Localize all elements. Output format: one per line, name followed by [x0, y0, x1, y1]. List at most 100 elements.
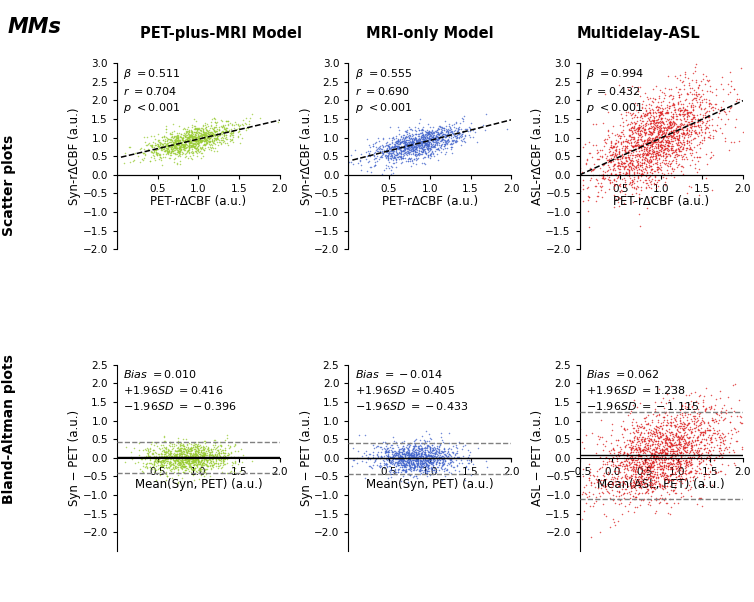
Point — [149, 138, 161, 148]
Point — [203, 131, 215, 140]
Point — [209, 435, 221, 445]
Point — [668, 486, 680, 495]
Point — [216, 462, 228, 472]
Point — [216, 127, 228, 137]
Point — [641, 140, 653, 150]
Point — [636, 123, 648, 133]
Point — [164, 438, 176, 448]
Point — [158, 453, 170, 463]
Point — [402, 140, 414, 149]
Point — [217, 134, 229, 143]
Point — [418, 456, 431, 465]
Point — [723, 447, 735, 457]
Point — [429, 143, 441, 152]
Point — [617, 432, 629, 442]
Point — [222, 449, 234, 459]
Point — [655, 117, 667, 127]
Point — [669, 422, 681, 432]
Point — [674, 465, 686, 475]
Point — [228, 453, 240, 462]
Point — [431, 134, 443, 143]
Point — [161, 455, 173, 464]
Point — [648, 435, 661, 445]
Point — [165, 448, 177, 458]
Point — [682, 90, 694, 99]
Point — [397, 143, 409, 153]
Point — [654, 140, 667, 149]
Point — [188, 114, 201, 124]
Point — [195, 131, 207, 141]
Point — [422, 135, 434, 145]
Point — [382, 154, 394, 163]
Point — [207, 114, 219, 124]
Point — [198, 132, 210, 142]
Point — [225, 457, 238, 467]
Point — [219, 126, 231, 136]
Point — [418, 129, 430, 138]
Point — [434, 447, 446, 457]
Point — [421, 462, 434, 472]
Point — [437, 129, 449, 138]
Point — [602, 154, 615, 164]
Point — [623, 168, 635, 178]
Point — [667, 455, 679, 465]
Point — [662, 476, 674, 485]
Point — [192, 441, 204, 450]
Point — [660, 470, 672, 479]
Point — [664, 458, 676, 468]
Point — [688, 113, 700, 122]
Point — [427, 136, 439, 146]
Point — [442, 128, 454, 138]
Point — [418, 152, 430, 162]
Point — [428, 134, 440, 144]
Point — [695, 494, 707, 503]
Point — [207, 450, 219, 460]
Point — [161, 456, 173, 466]
Point — [389, 465, 401, 474]
Point — [429, 134, 441, 143]
Point — [392, 123, 404, 132]
Point — [671, 467, 683, 476]
Point — [161, 442, 173, 452]
Point — [149, 454, 161, 464]
Point — [347, 455, 359, 465]
Point — [710, 468, 722, 477]
Point — [195, 442, 207, 452]
Point — [392, 136, 404, 146]
Point — [691, 433, 703, 443]
Point — [160, 141, 172, 150]
Point — [607, 495, 619, 505]
Point — [161, 145, 173, 155]
Point — [413, 445, 425, 455]
Point — [584, 467, 596, 477]
Point — [675, 125, 687, 134]
Point — [667, 112, 679, 122]
Point — [657, 104, 669, 114]
Point — [671, 436, 683, 445]
Point — [642, 442, 654, 452]
Point — [406, 455, 418, 465]
Point — [409, 129, 421, 139]
Point — [219, 127, 231, 137]
Point — [174, 459, 186, 468]
Point — [178, 462, 190, 471]
Point — [216, 456, 228, 466]
Point — [387, 452, 399, 461]
Point — [190, 466, 202, 476]
Point — [688, 93, 700, 103]
Point — [365, 167, 377, 176]
Point — [659, 452, 671, 462]
Point — [414, 466, 426, 476]
Point — [380, 141, 392, 150]
Point — [675, 459, 687, 469]
Point — [629, 492, 641, 502]
Point — [434, 432, 446, 442]
Point — [601, 170, 613, 179]
Point — [617, 137, 629, 147]
Point — [688, 411, 700, 421]
Point — [178, 462, 190, 472]
Point — [570, 445, 582, 455]
Point — [393, 458, 405, 468]
Point — [651, 451, 663, 461]
Point — [627, 141, 639, 151]
